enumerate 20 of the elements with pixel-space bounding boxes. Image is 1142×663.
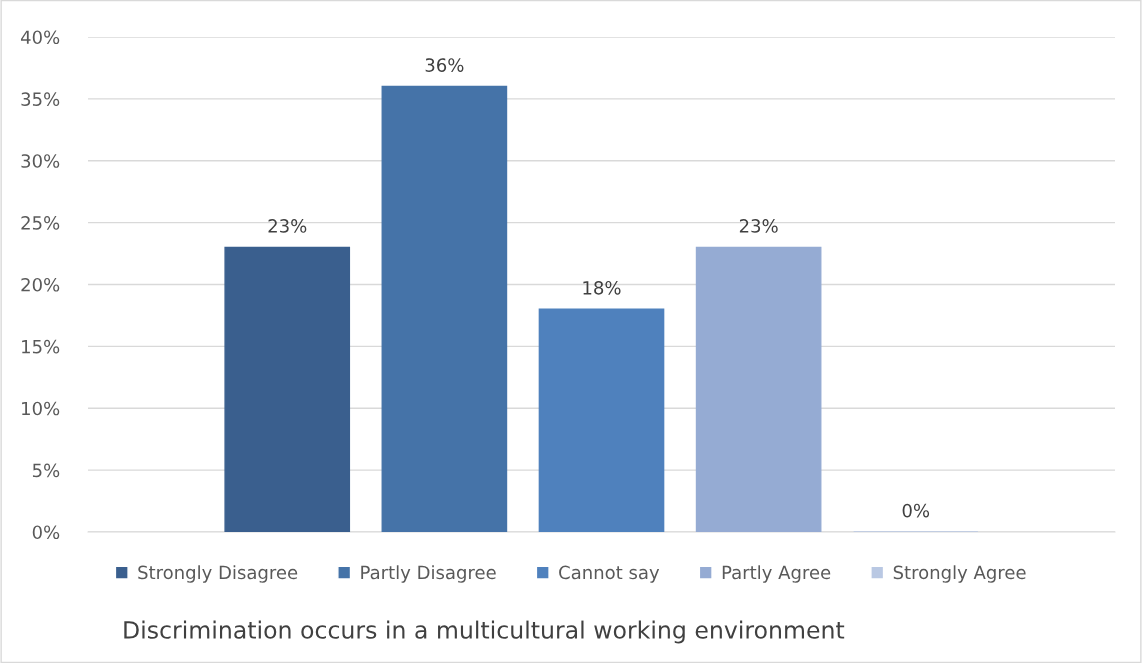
data-label: 0% xyxy=(902,503,930,518)
x-axis-title: Discrimination occurs in a multicultural working environment xyxy=(124,620,845,644)
y-tick-label: 40% xyxy=(20,30,60,45)
y-tick-label: 20% xyxy=(21,277,60,292)
y-tick-label: 0% xyxy=(32,525,60,540)
data-label: 18% xyxy=(583,280,621,295)
y-tick-label: 25% xyxy=(21,216,60,230)
y-tick-label: 5% xyxy=(32,463,60,478)
y-tick-label: 35% xyxy=(21,92,60,106)
legend-label: Strongly Agree xyxy=(893,565,1026,583)
data-label: 36% xyxy=(425,58,464,72)
data-label: 23% xyxy=(739,219,778,233)
legend-label: Partly Disagree xyxy=(361,565,496,583)
legend-label: Cannot say xyxy=(559,565,660,583)
legend-label: Partly Agree xyxy=(722,565,831,583)
y-tick-label: 30% xyxy=(21,154,60,168)
data-label: 23% xyxy=(268,219,307,233)
y-tick-label: 10% xyxy=(22,401,60,416)
y-tick-label: 15% xyxy=(22,339,60,354)
legend-label: Strongly Disagree xyxy=(138,565,298,583)
